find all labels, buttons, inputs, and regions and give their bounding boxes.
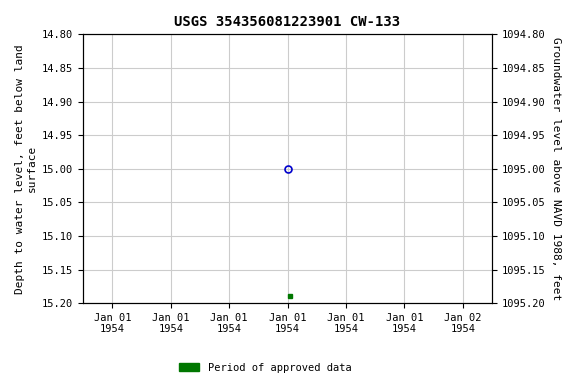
Y-axis label: Depth to water level, feet below land
surface: Depth to water level, feet below land su… [15, 44, 37, 294]
Title: USGS 354356081223901 CW-133: USGS 354356081223901 CW-133 [175, 15, 401, 29]
Legend: Period of approved data: Period of approved data [175, 359, 355, 377]
Y-axis label: Groundwater level above NAVD 1988, feet: Groundwater level above NAVD 1988, feet [551, 37, 561, 300]
